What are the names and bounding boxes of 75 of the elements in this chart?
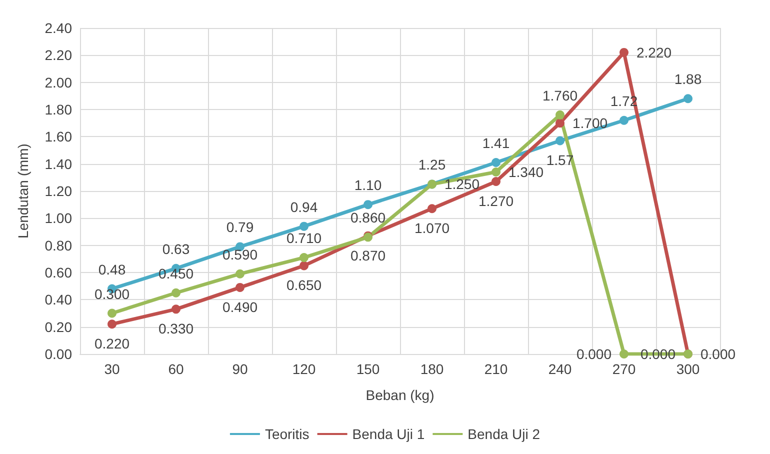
data-label: 2.220	[636, 44, 672, 60]
y-tick-label: 0.60	[44, 264, 72, 280]
point	[364, 200, 372, 210]
point	[556, 136, 564, 146]
y-tick-label: 2.00	[44, 74, 72, 90]
point	[172, 304, 180, 314]
point	[300, 261, 308, 270]
x-tick-label: 300	[676, 361, 700, 377]
y-tick-label: 1.20	[44, 183, 72, 199]
point	[428, 204, 436, 214]
point	[556, 110, 564, 120]
data-label: 1.41	[482, 134, 510, 151]
x-axis-title: Beban (kg)	[366, 387, 434, 403]
data-label: 0.220	[94, 336, 130, 352]
data-label: 0.48	[98, 261, 126, 278]
y-tick-label: 0.20	[44, 318, 72, 335]
data-label: 1.340	[508, 164, 544, 180]
point	[236, 269, 244, 278]
point	[492, 176, 500, 186]
y-tick-label: 1.80	[44, 102, 72, 118]
data-label: 0.79	[226, 219, 254, 236]
x-tick-label: 210	[484, 361, 508, 377]
data-label: 1.10	[354, 177, 382, 194]
data-label: 0.94	[290, 198, 318, 215]
data-label: 0.870	[350, 247, 386, 264]
y-tick-label: 2.20	[44, 47, 72, 64]
x-tick-label: 180	[420, 361, 444, 377]
x-tick-label: 120	[292, 361, 316, 377]
point	[620, 350, 628, 358]
legend-label: Teoritis	[264, 426, 310, 442]
data-label: 0.000	[700, 346, 736, 362]
y-tick-label: 2.40	[44, 20, 72, 36]
data-label: 1.88	[674, 71, 702, 88]
y-tick-label: 1.00	[44, 210, 72, 226]
data-label: 1.700	[572, 115, 608, 132]
y-tick-label: 0.00	[44, 346, 72, 362]
point	[108, 320, 116, 329]
y-tick-label: 1.40	[44, 156, 72, 172]
y-tick-label: 0.40	[44, 292, 72, 308]
y-tick-label: 1.60	[44, 128, 72, 145]
data-label: 0.650	[286, 277, 322, 294]
data-label: 1.270	[478, 192, 514, 209]
data-label: 0.590	[222, 246, 258, 262]
point	[556, 118, 564, 128]
point	[172, 288, 180, 298]
data-label: 0.300	[94, 286, 130, 302]
x-tick-label: 240	[548, 361, 572, 377]
point	[300, 222, 308, 231]
y-tick-label: 0.80	[44, 237, 72, 254]
data-label: 1.070	[414, 220, 450, 236]
y-axis-title: Lendutan (mm)	[15, 144, 31, 238]
data-label: 1.250	[444, 176, 480, 192]
point	[620, 48, 628, 57]
point	[684, 94, 692, 104]
legend-label: Benda Uji 1	[352, 426, 425, 442]
x-tick-label: 90	[232, 361, 248, 377]
data-label: 0.490	[222, 298, 258, 315]
point	[492, 158, 500, 167]
data-label: 1.760	[542, 87, 578, 104]
data-label: 0.63	[162, 240, 190, 257]
x-tick-label: 60	[168, 361, 184, 377]
point	[300, 253, 308, 262]
data-label: 0.860	[350, 210, 386, 226]
data-label: 0.710	[286, 230, 322, 246]
point	[492, 167, 500, 176]
point	[620, 116, 628, 125]
data-label: 0.330	[158, 320, 194, 337]
x-tick-label: 150	[356, 361, 380, 377]
point	[236, 282, 244, 292]
legend-label: Benda Uji 2	[468, 426, 540, 442]
data-label: 0.000	[576, 346, 612, 362]
x-tick-label: 30	[104, 361, 120, 377]
x-tick-label: 270	[612, 361, 636, 377]
point	[108, 308, 116, 318]
data-label: 1.25	[418, 156, 446, 173]
